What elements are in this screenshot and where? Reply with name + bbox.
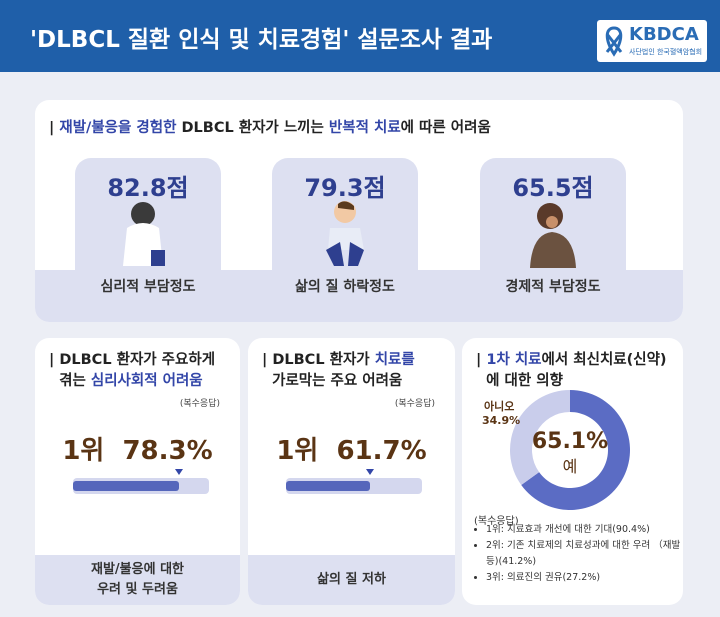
progress-bar	[286, 481, 370, 491]
panel-psychosocial: | DLBCL 환자가 주요하게 겪는 심리사회적 어려움 (복수응답) 1위 …	[35, 338, 240, 605]
card-label: 심리적 부담정도	[100, 279, 196, 295]
heading-part: 1차 치료	[486, 352, 542, 368]
logo-icon	[605, 26, 623, 57]
panel-barriers: | DLBCL 환자가 치료를 가로막는 주요 어려움 (복수응답) 1위 61…	[248, 338, 455, 605]
donut-segment	[510, 390, 570, 485]
rank-value: 61.7%	[336, 436, 427, 466]
heading-part: DLBCL 환자가 느끼는	[181, 120, 324, 136]
rank-line: 1위 78.3%	[35, 430, 240, 467]
rank: 1위	[62, 436, 105, 466]
progress-track	[73, 469, 209, 494]
heading-part: 반복적 치료	[328, 120, 401, 136]
marker	[175, 469, 184, 475]
score-card: 79.3점 삶의 질 하락정도	[272, 158, 418, 306]
note: (복수응답)	[474, 516, 519, 527]
panel-burden: | 재발/불응을 경험한 DLBCL 환자가 느끼는 반복적 치료에 따른 어려…	[35, 100, 683, 322]
donut-value: 65.1%	[532, 429, 608, 454]
panel-strip	[248, 555, 455, 605]
donut-segment	[521, 390, 630, 510]
illustration	[530, 203, 576, 268]
logo-box: KBDCA 사단법인 한국혈액암협회	[597, 20, 707, 62]
donut-value: 34.9%	[482, 414, 520, 427]
donut-label: 아니오	[484, 399, 514, 413]
heading-part: 에 대한 의향	[486, 373, 563, 389]
heading-part: 치료를	[374, 352, 415, 368]
heading-part: 재발/불응을 경험한	[59, 120, 177, 136]
note: (복수응답)	[394, 399, 435, 409]
rank: 1위	[276, 436, 319, 466]
section-heading: | 재발/불응을 경험한 DLBCL 환자가 느끼는 반복적 치료에 따른 어려…	[49, 120, 491, 136]
heading-part: 에 따른 어려움	[400, 120, 491, 136]
heading-part: 가로막는 주요 어려움	[272, 373, 403, 389]
marker	[365, 469, 374, 475]
rank-value: 78.3%	[122, 436, 213, 466]
logo-text: KBDCA	[629, 24, 699, 45]
score: 82.8점	[107, 174, 189, 202]
answer-line: 우려 및 두려움	[97, 582, 178, 597]
heading-part: 심리사회적 어려움	[90, 373, 203, 389]
reason: 1위: 치료효과 개선에 대한 기대(90.4%)	[486, 522, 683, 538]
panel-strip	[35, 555, 240, 605]
progress-track	[286, 469, 422, 494]
heading-part: DLBCL 환자가 주요하게	[59, 352, 216, 368]
logo-sub: 사단법인 한국혈액암협회	[629, 48, 703, 56]
heading-part: 겪는	[59, 373, 86, 389]
rank-line: 1위 61.7%	[248, 430, 455, 467]
reason-list: 1위: 치료효과 개선에 대한 기대(90.4%) 2위: 기존 치료제의 치료…	[462, 522, 683, 586]
answer: 삶의 질 저하	[248, 555, 455, 605]
illustration	[326, 201, 364, 266]
donut-label: 예	[563, 457, 578, 476]
heading-part: DLBCL 환자가	[272, 352, 370, 368]
illustration	[123, 202, 165, 266]
answer-line: 재발/불응에 대한	[91, 562, 184, 577]
header-title: 'DLBCL 질환 인식 및 치료경험' 설문조사 결과	[30, 27, 493, 53]
card-label: 삶의 질 하락정도	[295, 279, 395, 295]
section-heading: | DLBCL 환자가 치료를 가로막는 주요 어려움	[262, 352, 415, 389]
note: (복수응답)	[179, 399, 220, 409]
card-label: 경제적 부담정도	[505, 279, 601, 295]
score-card: 65.5점 경제적 부담정도	[480, 158, 626, 306]
panel-intent: | 1차 치료에서 최신치료(신약) 에 대한 의향 65.1% 예 아니오 34.9…	[462, 338, 683, 605]
section-heading: | DLBCL 환자가 주요하게 겪는 심리사회적 어려움	[49, 352, 216, 389]
section-heading: | 1차 치료에서 최신치료(신약) 에 대한 의향	[476, 352, 667, 389]
reason: 2위: 기존 치료제의 치료성과에 대한 우려 （재발 등)(41.2%)	[486, 538, 683, 570]
answer-line: 삶의 질 저하	[317, 572, 386, 587]
score: 65.5점	[512, 174, 594, 202]
score: 79.3점	[304, 174, 386, 202]
reason: 3위: 의료진의 권유(27.2%)	[486, 570, 683, 586]
score-card: 82.8점 심리적 부담정도	[75, 158, 221, 306]
progress-bar	[73, 481, 180, 491]
heading-part: 에서 최신치료(신약)	[541, 352, 667, 368]
